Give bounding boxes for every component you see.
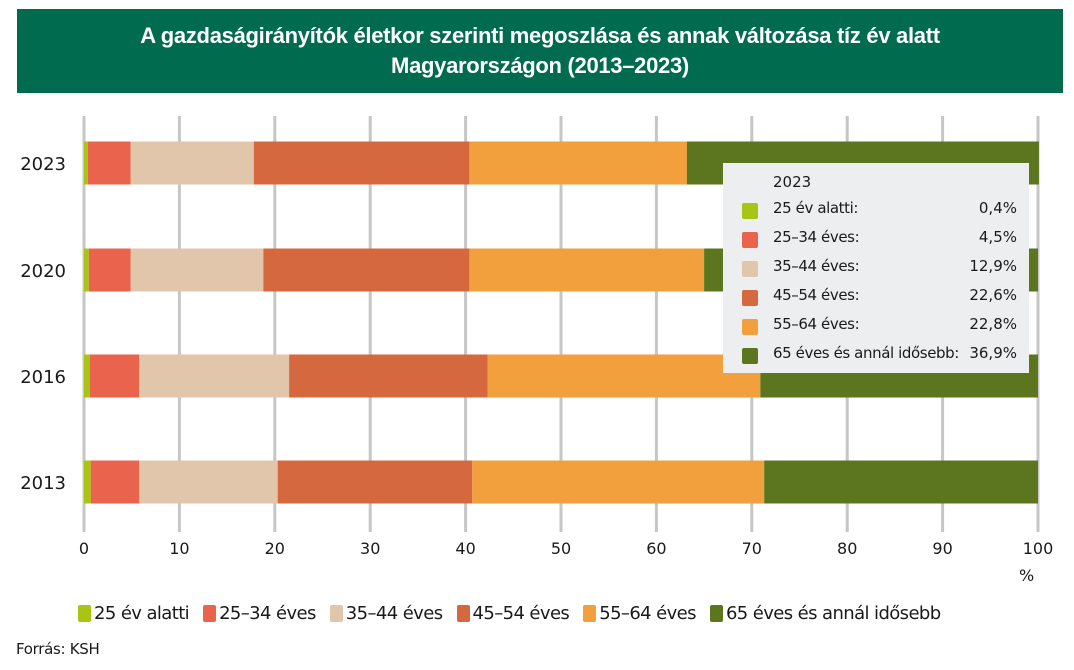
x-axis-unit-label: % xyxy=(1019,566,1035,585)
y-axis-labels: 2023 2020 2016 2013 xyxy=(20,154,66,494)
bar-segment xyxy=(469,248,705,292)
source-note: Forrás: KSH xyxy=(16,640,100,658)
legend-swatch-icon xyxy=(742,348,758,364)
legend-item: 25 év alatti xyxy=(78,602,190,624)
legend-swatch-icon xyxy=(78,604,91,622)
x-tick-label: 40 xyxy=(455,539,475,558)
x-tick-label: 50 xyxy=(551,539,571,558)
legend-swatch-icon xyxy=(456,604,470,622)
chart-title-line-2: Magyarországon (2013–2023) xyxy=(391,53,689,78)
legend-label: 25 év alatti xyxy=(94,602,190,624)
x-tick-label: 20 xyxy=(265,539,285,558)
legend-swatch-icon xyxy=(329,604,343,622)
bar-segment xyxy=(277,460,473,504)
x-tick-label: 60 xyxy=(646,539,666,558)
inset-legend-label: 25–34 éves: xyxy=(773,228,860,246)
bar-segment xyxy=(263,248,470,292)
bar-segment xyxy=(472,460,765,504)
inset-legend-label: 65 éves és annál idősebb: xyxy=(773,344,959,362)
y-category-label: 2013 xyxy=(20,473,66,494)
bar-segment xyxy=(90,460,140,504)
bar-segment xyxy=(130,141,254,185)
legend-item: 65 éves és annál idősebb xyxy=(709,602,941,624)
bar-segment xyxy=(487,354,761,398)
legend-swatch-icon xyxy=(742,290,758,306)
inset-legend-row: 35–44 éves: 12,9% xyxy=(723,255,1029,284)
legend-item: 55–64 éves xyxy=(583,602,697,624)
inset-legend-row: 25 év alatti: 0,4% xyxy=(723,197,1029,226)
y-category-label: 2016 xyxy=(20,367,66,388)
bar-segment xyxy=(139,460,278,504)
inset-legend-title: 2023 xyxy=(773,173,812,191)
legend-item: 45–54 éves xyxy=(456,602,570,624)
bar-segment xyxy=(84,248,89,292)
legend-label: 55–64 éves xyxy=(599,602,696,624)
chart-title-banner: A gazdaságirányítók életkor szerinti meg… xyxy=(17,9,1063,93)
legend-item: 35–44 éves xyxy=(329,602,443,624)
legend-swatch-icon xyxy=(583,604,597,622)
chart-title-line-1: A gazdaságirányítók életkor szerinti meg… xyxy=(140,23,940,48)
legend-swatch-icon xyxy=(742,261,758,277)
bottom-legend: 25 év alatti 25–34 éves 35–44 éves 45–54… xyxy=(78,600,941,626)
legend-swatch-icon xyxy=(742,232,758,248)
inset-legend-label: 35–44 éves: xyxy=(773,257,860,275)
inset-legend-row: 65 éves és annál idősebb: 36,9% xyxy=(723,342,1029,371)
inset-legend-label: 45–54 éves: xyxy=(773,286,860,304)
x-tick-label: 30 xyxy=(360,539,380,558)
bar-segment xyxy=(289,354,488,398)
x-axis-labels: 0 10 20 30 40 50 60 70 80 90 100 xyxy=(79,539,1053,558)
x-tick-label: 100 xyxy=(1023,539,1054,558)
legend-label: 25–34 éves xyxy=(219,602,316,624)
inset-legend-value: 0,4% xyxy=(978,199,1017,217)
inset-legend-label: 55–64 éves: xyxy=(773,315,860,333)
inset-legend-value: 4,5% xyxy=(978,228,1017,246)
inset-legend-value: 12,9% xyxy=(969,257,1017,275)
legend-swatch-icon xyxy=(203,604,217,622)
inset-legend-row: 25–34 éves: 4,5% xyxy=(723,226,1029,255)
legend-label: 45–54 éves xyxy=(472,602,570,624)
bar-segment xyxy=(88,248,131,292)
x-tick-label: 80 xyxy=(837,539,857,558)
x-tick-label: 70 xyxy=(742,539,762,558)
bar-segment xyxy=(469,141,687,185)
x-tick-label: 0 xyxy=(79,539,89,558)
y-category-label: 2023 xyxy=(20,154,66,175)
inset-legend-row: 55–64 éves: 22,8% xyxy=(723,313,1029,342)
inset-legend-value: 22,8% xyxy=(969,315,1017,333)
y-category-label: 2020 xyxy=(20,261,66,282)
inset-legend-value: 36,9% xyxy=(969,344,1017,362)
legend-swatch-icon xyxy=(709,604,723,622)
bar-segment xyxy=(84,460,91,504)
bar-segment xyxy=(764,460,1038,504)
bar-segment xyxy=(84,354,90,398)
bar-segment xyxy=(89,354,140,398)
legend-item: 25–34 éves xyxy=(203,603,316,624)
legend-swatch-icon xyxy=(742,319,758,335)
bar-segment xyxy=(130,248,264,292)
legend-label: 35–44 éves xyxy=(345,602,443,624)
bar-segment xyxy=(84,141,88,185)
bar-segment xyxy=(139,354,290,398)
inset-legend-value: 22,6% xyxy=(969,286,1017,304)
bar-segment xyxy=(253,141,470,185)
legend-label: 65 éves és annál idősebb xyxy=(725,602,941,624)
x-tick-label: 90 xyxy=(932,539,952,558)
bar-segment xyxy=(87,141,131,185)
x-tick-label: 10 xyxy=(169,539,189,558)
inset-legend-2023: 2023 25 év alatti: 0,4% 25–34 éves: 4,5%… xyxy=(723,163,1029,373)
inset-legend-label: 25 év alatti: xyxy=(773,199,859,217)
legend-swatch-icon xyxy=(742,203,758,219)
inset-legend-row: 45–54 éves: 22,6% xyxy=(723,284,1029,313)
